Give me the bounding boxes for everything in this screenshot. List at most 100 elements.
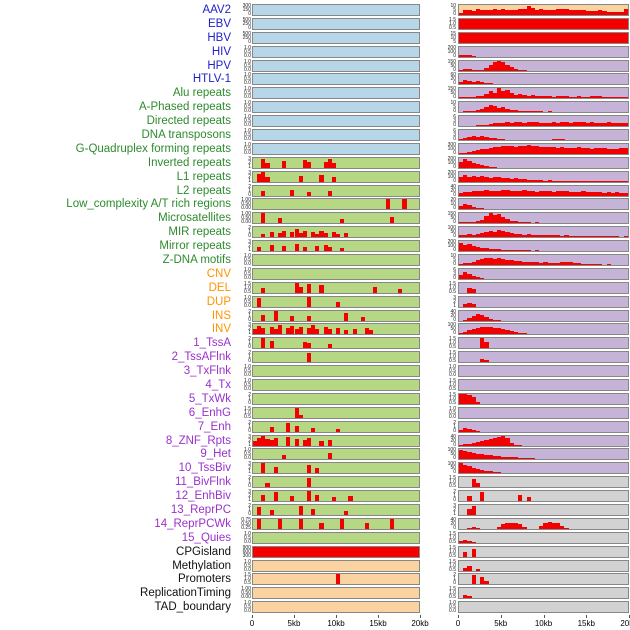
y-tick-label: 1 (248, 441, 251, 448)
data-bar (302, 159, 307, 168)
y-tick-label: 2 (453, 419, 456, 426)
y-tick-label: 250 (242, 20, 251, 27)
data-bar (467, 596, 472, 599)
data-bar (277, 233, 283, 238)
data-bar (530, 180, 535, 182)
y-tick-label: 0.5 (449, 604, 456, 611)
data-bar (530, 222, 535, 224)
right-track-panel (458, 184, 629, 197)
right-track-panel (458, 462, 629, 475)
track-row-7_Enh: 7_Enh 2 1 0 2 1 0 (0, 420, 630, 434)
y-tick-label: 1.0 (244, 364, 251, 371)
data-bar (463, 393, 468, 404)
data-bar (467, 527, 472, 529)
left-y-axis-ticks: 1.0 0.5 0.0 (236, 295, 252, 308)
y-tick-label: 0.5 (449, 409, 456, 416)
data-bar (547, 122, 552, 127)
data-bar (459, 161, 464, 168)
data-bar (471, 467, 476, 474)
data-bar (619, 148, 624, 154)
data-bar (471, 479, 476, 488)
y-tick-label: 0 (248, 427, 251, 434)
data-bar (522, 190, 527, 196)
data-bar (306, 316, 312, 321)
data-bar (273, 437, 278, 446)
left-y-axis-ticks: 1.0 0.5 0.0 (236, 364, 252, 378)
data-bar (290, 189, 295, 196)
left-track-panel (252, 517, 420, 530)
y-tick-label: 0 (453, 205, 456, 212)
track-label: INV (211, 323, 231, 336)
data-bar (610, 236, 616, 238)
track-label: HTLV-1 (192, 73, 231, 86)
data-bar (568, 96, 573, 99)
data-bar (615, 148, 620, 154)
data-bar (467, 160, 472, 168)
y-tick-label: 0 (453, 149, 456, 156)
track-label: DEL (208, 281, 231, 294)
track-label: MIR repeats (168, 226, 231, 239)
data-bar (564, 9, 569, 15)
y-tick-label: 40 (450, 433, 456, 440)
histogram (459, 5, 628, 15)
y-tick-label: 2 (248, 475, 251, 482)
data-bar (471, 304, 476, 307)
data-bar (471, 191, 476, 196)
data-bar (467, 394, 472, 404)
y-tick-label: 0 (453, 469, 456, 476)
y-tick-label: 2 (453, 489, 456, 496)
left-y-axis-ticks: 1.0 0.5 0.0 (236, 73, 252, 86)
x-axis: 0 5kb 10kb 15kb 20kb 0 5kb 10kb 15kb 20kb (0, 615, 630, 630)
y-tick-label: 0.75 (241, 516, 251, 523)
data-bar (467, 151, 472, 154)
data-bar (488, 471, 493, 474)
y-tick-label: 1.0 (449, 381, 456, 388)
data-bar (534, 9, 540, 15)
data-bar (492, 177, 497, 182)
x-tick-mark (543, 615, 545, 619)
histogram (459, 255, 628, 265)
data-bar (365, 328, 370, 335)
data-bar (463, 271, 468, 279)
data-bar (560, 111, 565, 113)
data-bar (530, 458, 535, 460)
data-bar (480, 338, 485, 349)
data-bar (564, 527, 569, 529)
data-bar (560, 8, 565, 15)
data-bar (577, 111, 582, 113)
data-bar (577, 191, 582, 196)
y-tick-label: 100 (447, 447, 456, 454)
y-tick-label: 1.0 (244, 409, 251, 416)
right-track-panel (458, 17, 629, 30)
y-tick-label: 3 (453, 118, 456, 125)
track-row-9_Het: 9_Het 1.0 0.5 0.0 100 50 0 (0, 448, 630, 462)
y-tick-label: 1.0 (244, 266, 251, 273)
data-bar (496, 526, 502, 529)
track-row-G-Quadruplex forming repeats: G-Quadruplex forming repeats 1.0 0.5 0.0 300… (0, 142, 630, 156)
y-tick-label: 1.0 (244, 284, 251, 291)
data-bar (623, 236, 628, 238)
data-bar (459, 81, 464, 85)
y-tick-label: 0.5 (244, 118, 251, 125)
data-bar (589, 264, 594, 265)
data-bar (373, 286, 378, 293)
data-bar (340, 218, 345, 224)
right-track-panel (458, 128, 629, 141)
data-bar (623, 9, 628, 15)
data-bar (539, 9, 544, 15)
data-bar (505, 249, 510, 252)
data-bar (282, 455, 287, 460)
data-bar (522, 95, 527, 99)
data-bar (475, 164, 481, 168)
data-bar (344, 511, 349, 515)
y-tick-label: 100 (447, 48, 456, 55)
data-bar (568, 191, 573, 196)
right-track-panel (458, 198, 629, 211)
y-tick-label: 0 (453, 580, 456, 587)
y-tick-label: 1.0 (244, 141, 251, 148)
track-label: 12_EnhBiv (175, 490, 231, 503)
data-bar (484, 581, 489, 585)
data-bar (497, 60, 502, 71)
data-bar (475, 276, 481, 279)
